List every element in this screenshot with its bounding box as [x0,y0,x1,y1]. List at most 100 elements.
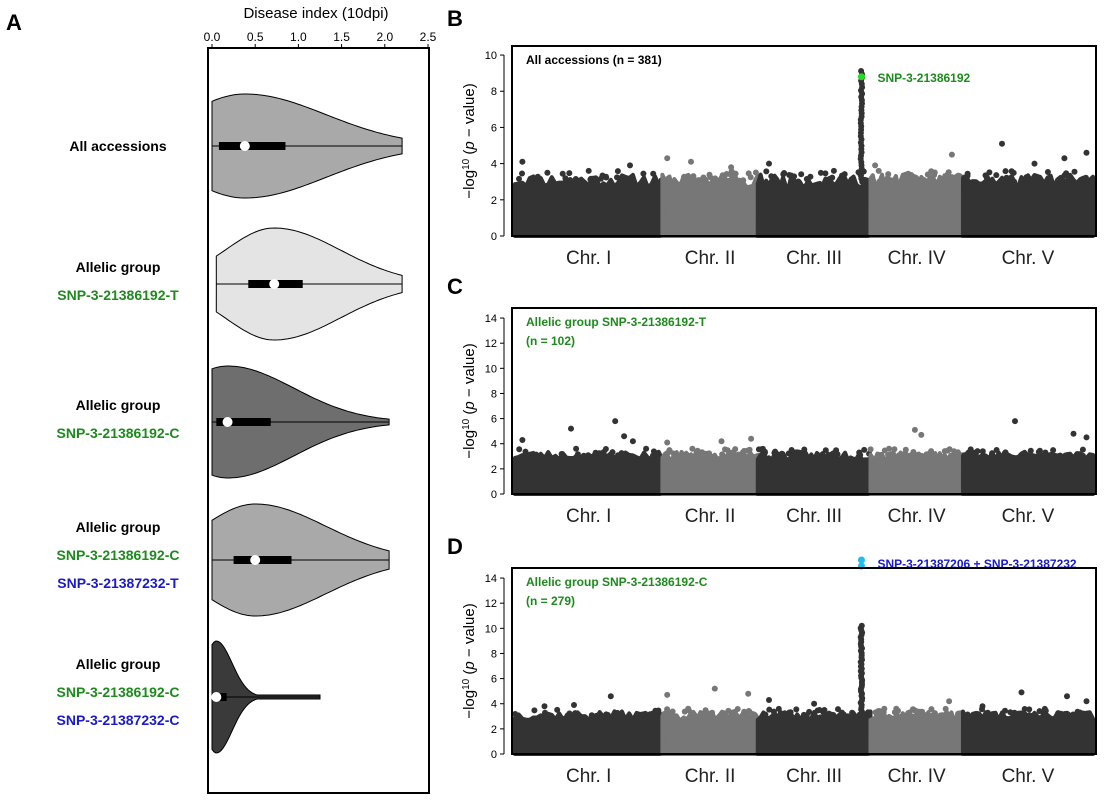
snp-point [614,168,621,175]
snp-point [741,447,748,454]
snp-point [918,431,925,438]
snp-point [695,177,702,184]
snp-point [571,702,577,708]
snp-point [633,712,640,719]
chromosome-point-band [513,709,665,756]
violin-group-label: Allelic group [76,259,161,275]
snp-point [1082,174,1089,181]
snp-point [519,170,525,177]
snp-point [874,452,881,459]
snp-point [719,452,726,459]
snp-point [928,448,935,455]
y-tick-label: 4 [491,439,497,451]
panel-annotation: Allelic group SNP-3-21386192-C [526,575,708,589]
panel-annotation: Allelic group SNP-3-21386192-T [526,315,707,329]
panel-annotation-count: (n = 102) [526,334,575,348]
snp-point [1003,174,1010,181]
y-tick-label: 8 [491,86,497,98]
snp-point [597,175,604,182]
y-axis-title-part: p [461,661,478,670]
snp-point [1061,155,1068,162]
snp-point [1012,418,1018,425]
snp-point [827,175,833,182]
panel-letter-b: B [447,6,463,31]
snp-point [872,162,879,169]
snp-point [788,447,795,453]
y-axis-title-part: −log [461,690,478,719]
snp-point [574,712,581,719]
snp-point [986,169,993,176]
snp-point [554,706,561,713]
chromosome-label: Chr. I [566,766,611,787]
snp-point [614,709,621,716]
y-tick-label: 2 [491,724,497,736]
snp-point [918,452,925,459]
snp-point [979,448,986,455]
snp-point [664,155,671,162]
y-tick-label: 6 [491,414,497,426]
snp-point [1062,452,1069,459]
snp-point [594,451,601,457]
snp-point [621,433,628,440]
y-axis-title-part: −log [461,430,478,459]
snp-point [768,173,775,180]
snp-point [778,450,785,457]
snp-point [923,453,930,460]
y-tick-label: 14 [485,573,497,585]
snp-point [913,708,920,715]
chromosome-label: Chr. IV [888,766,946,787]
snp-point [1001,450,1008,457]
violin-iqr-box [233,556,292,564]
violin-x-tick-label: 1.0 [290,30,307,44]
snp-point [1083,434,1090,441]
snp-point [1042,449,1049,456]
top-hit-label: SNP-3-21386192 [877,71,970,85]
snp-point [946,446,953,453]
snp-point [739,712,746,719]
snp-point [1018,689,1025,696]
y-tick-label: 0 [491,231,497,243]
snp-point [1044,169,1051,175]
violin-plot-frame [207,47,430,794]
snp-point [931,710,938,717]
snp-point [585,167,592,174]
snp-point [858,622,865,629]
snp-point [585,452,592,459]
snp-point [876,178,883,185]
y-tick-label: 2 [491,195,497,207]
snp-point [900,175,907,182]
snp-point [643,445,650,452]
snp-point [921,177,928,184]
snp-point [522,448,529,455]
snp-point [849,711,856,718]
snp-point [806,708,813,715]
snp-point [1026,712,1033,719]
snp-point [618,450,625,457]
snp-point [1002,168,1009,175]
y-tick-label: 0 [491,749,497,761]
snp-point [822,447,829,454]
snp-point [746,446,753,453]
snp-point [572,176,579,182]
snp-point [650,170,657,177]
y-axis-title: −log10 (p − value) [461,83,479,198]
y-axis-title: −log10 (p − value) [461,603,479,718]
snp-point [961,174,968,181]
y-axis-title: −log10 (p − value) [461,343,479,458]
chromosome-label: Chr. III [786,248,842,269]
plot-frame [511,307,1097,495]
snp-point [961,452,968,459]
snp-point [664,439,671,446]
snp-point [748,435,755,442]
snp-point [516,175,522,182]
snp-point [902,446,909,453]
violin-median-dot [239,141,250,151]
snp-point [1063,170,1070,177]
snp-point [924,171,931,178]
snp-point [1027,447,1034,454]
snp-point [587,176,594,183]
y-axis-title-part: − value) [461,603,478,661]
snp-point [955,710,961,717]
chromosome-point-band [660,449,760,496]
snp-point [609,449,616,456]
